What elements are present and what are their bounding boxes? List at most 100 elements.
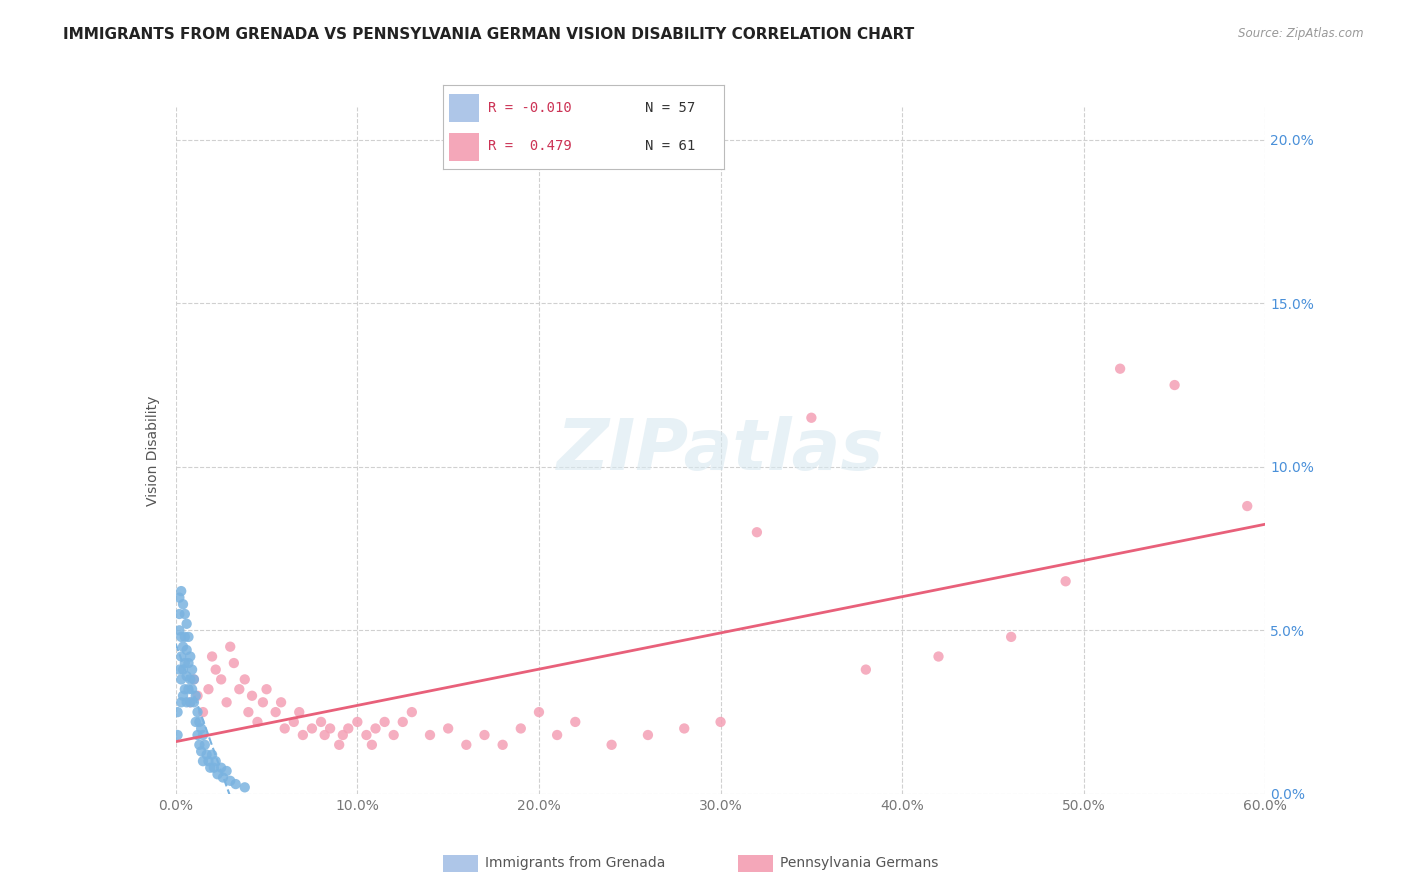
Point <box>800 410 823 425</box>
Text: IMMIGRANTS FROM GRENADA VS PENNSYLVANIA GERMAN VISION DISABILITY CORRELATION CHA: IMMIGRANTS FROM GRENADA VS PENNSYLVANIA … <box>63 27 914 42</box>
Point <box>169 624 191 638</box>
Point <box>437 722 460 736</box>
Point <box>319 722 342 736</box>
Point <box>564 714 586 729</box>
Point <box>374 714 396 729</box>
Point <box>166 705 188 719</box>
Point <box>600 738 623 752</box>
Point <box>314 728 336 742</box>
Point <box>176 695 198 709</box>
Bar <box>449 133 479 161</box>
Point <box>176 616 198 631</box>
Point <box>173 682 195 697</box>
Point <box>291 728 314 742</box>
Point <box>1236 499 1258 513</box>
Point <box>173 630 195 644</box>
Point <box>191 754 214 768</box>
Point <box>219 640 242 654</box>
Point <box>186 728 209 742</box>
Point <box>186 689 209 703</box>
Point <box>190 744 212 758</box>
Point <box>204 754 226 768</box>
Point <box>474 728 496 742</box>
Point <box>710 714 733 729</box>
Point <box>166 728 188 742</box>
Point <box>509 722 531 736</box>
Point <box>179 649 201 664</box>
Text: R = -0.010: R = -0.010 <box>488 101 572 115</box>
Point <box>197 682 219 697</box>
Point <box>228 682 250 697</box>
Point <box>194 738 217 752</box>
Point <box>309 714 332 729</box>
Point <box>270 695 292 709</box>
Point <box>207 767 229 781</box>
Point <box>1000 630 1022 644</box>
Point <box>419 728 441 742</box>
Point <box>186 705 209 719</box>
Point <box>169 591 191 605</box>
Text: N = 61: N = 61 <box>645 139 696 153</box>
Point <box>215 695 238 709</box>
Point <box>202 761 225 775</box>
Point <box>274 722 297 736</box>
Point <box>238 705 260 719</box>
Point <box>181 682 204 697</box>
Point <box>197 754 219 768</box>
Point <box>170 630 193 644</box>
Point <box>170 673 193 687</box>
Point <box>1163 378 1185 392</box>
Point <box>855 663 877 677</box>
Point <box>172 597 194 611</box>
Point <box>172 640 194 654</box>
Point <box>181 663 204 677</box>
Y-axis label: Vision Disability: Vision Disability <box>146 395 160 506</box>
Text: Source: ZipAtlas.com: Source: ZipAtlas.com <box>1239 27 1364 40</box>
Point <box>456 738 478 752</box>
Point <box>364 722 387 736</box>
Point <box>177 682 200 697</box>
Text: Pennsylvania Germans: Pennsylvania Germans <box>780 856 939 871</box>
Point <box>201 747 224 762</box>
Point <box>191 728 214 742</box>
Point <box>176 643 198 657</box>
Point <box>346 714 368 729</box>
Point <box>1054 574 1077 589</box>
Point <box>233 780 256 795</box>
Point <box>382 728 405 742</box>
Point <box>219 773 242 788</box>
Point <box>188 714 211 729</box>
Point <box>240 689 263 703</box>
Text: N = 57: N = 57 <box>645 101 696 115</box>
Point <box>492 738 515 752</box>
Point <box>177 656 200 670</box>
Point <box>637 728 659 742</box>
Point <box>204 663 226 677</box>
Point <box>328 738 350 752</box>
Point <box>391 714 413 729</box>
Point <box>252 695 274 709</box>
Text: ZIPatlas: ZIPatlas <box>557 416 884 485</box>
Point <box>179 695 201 709</box>
Point <box>183 673 205 687</box>
Point <box>173 607 195 621</box>
Point <box>195 747 218 762</box>
Point <box>225 777 247 791</box>
Text: Immigrants from Grenada: Immigrants from Grenada <box>485 856 665 871</box>
Point <box>179 695 201 709</box>
Point <box>246 714 269 729</box>
Point <box>233 673 256 687</box>
Point <box>183 695 205 709</box>
Bar <box>449 94 479 122</box>
Point <box>190 722 212 736</box>
Point <box>170 695 193 709</box>
Point <box>527 705 550 719</box>
Text: R =  0.479: R = 0.479 <box>488 139 572 153</box>
Point <box>169 607 191 621</box>
Point <box>169 663 191 677</box>
Point <box>360 738 382 752</box>
Point <box>179 673 201 687</box>
Point <box>301 722 323 736</box>
Point <box>172 663 194 677</box>
Point <box>172 689 194 703</box>
